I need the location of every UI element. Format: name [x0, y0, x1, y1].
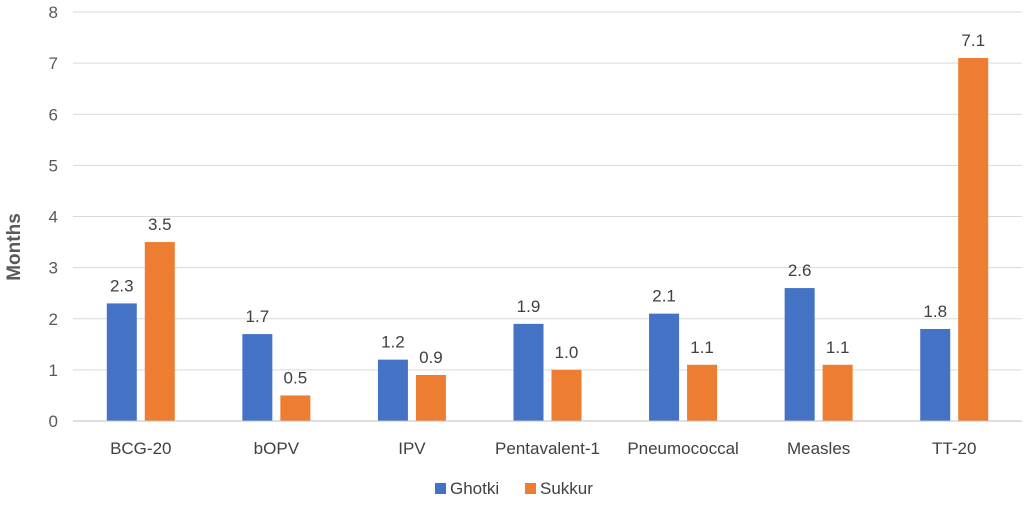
- legend-swatch-sukkur: [525, 483, 536, 494]
- legend-label: Sukkur: [540, 479, 593, 498]
- data-label: 1.2: [381, 333, 405, 352]
- y-tick-label: 3: [49, 259, 58, 278]
- data-label: 0.9: [419, 348, 443, 367]
- x-category-label: IPV: [398, 439, 426, 458]
- x-category-label: Measles: [787, 439, 850, 458]
- bar-ghotki: [513, 323, 544, 421]
- legend-label: Ghotki: [450, 479, 499, 498]
- bar-sukkur: [415, 374, 446, 421]
- x-category-label: Pneumococcal: [627, 439, 739, 458]
- bar-sukkur: [958, 58, 989, 421]
- data-labels: 2.3 3.5 1.7 0.5 1.2 0.9 1.9 1.0 2.1 1.1 2.6 1.1 1.8 7…: [110, 31, 985, 387]
- y-tick-label: 8: [49, 3, 58, 22]
- data-label: 1.9: [517, 297, 541, 316]
- legend-swatch-ghotki: [435, 483, 446, 494]
- y-tick-label: 1: [49, 361, 58, 380]
- y-tick-label: 7: [49, 54, 58, 73]
- bar-sukkur: [280, 395, 311, 421]
- y-tick-label: 6: [49, 105, 58, 124]
- bar-sukkur: [551, 369, 582, 421]
- y-tick-label: 4: [49, 208, 58, 227]
- bar-sukkur: [687, 364, 718, 421]
- x-category-label: Pentavalent-1: [495, 439, 600, 458]
- data-label: 2.6: [788, 261, 812, 280]
- y-tick-label: 5: [49, 156, 58, 175]
- data-label: 1.0: [555, 343, 579, 362]
- data-label: 7.1: [961, 31, 985, 50]
- x-axis-categories: BCG-20 bOPV IPV Pentavalent-1 Pneumococcal Me…: [110, 439, 976, 458]
- bar-ghotki: [377, 359, 408, 421]
- data-label: 2.1: [652, 287, 676, 306]
- data-label: 3.5: [148, 215, 172, 234]
- bar-sukkur: [144, 242, 175, 421]
- bars: [106, 58, 989, 421]
- data-label: 1.8: [923, 302, 947, 321]
- y-axis-label: Months: [4, 213, 25, 281]
- x-category-label: BCG-20: [110, 439, 171, 458]
- x-category-label: bOPV: [254, 439, 300, 458]
- data-label: 0.5: [284, 368, 308, 387]
- bar-ghotki: [784, 288, 815, 421]
- y-axis-ticks: 0 1 2 3 4 5 6 7 8: [49, 3, 58, 431]
- bar-ghotki: [920, 328, 951, 421]
- data-label: 2.3: [110, 276, 134, 295]
- y-tick-label: 0: [49, 412, 58, 431]
- legend: Ghotki Sukkur: [435, 479, 593, 498]
- bar-sukkur: [822, 364, 853, 421]
- bar-ghotki: [649, 313, 680, 421]
- gridlines: [73, 11, 1022, 371]
- data-label: 1.7: [246, 307, 270, 326]
- bar-ghotki: [242, 334, 273, 421]
- x-category-label: TT-20: [932, 439, 976, 458]
- bar-ghotki: [106, 303, 137, 421]
- y-tick-label: 2: [49, 310, 58, 329]
- data-label: 1.1: [826, 338, 850, 357]
- data-label: 1.1: [690, 338, 714, 357]
